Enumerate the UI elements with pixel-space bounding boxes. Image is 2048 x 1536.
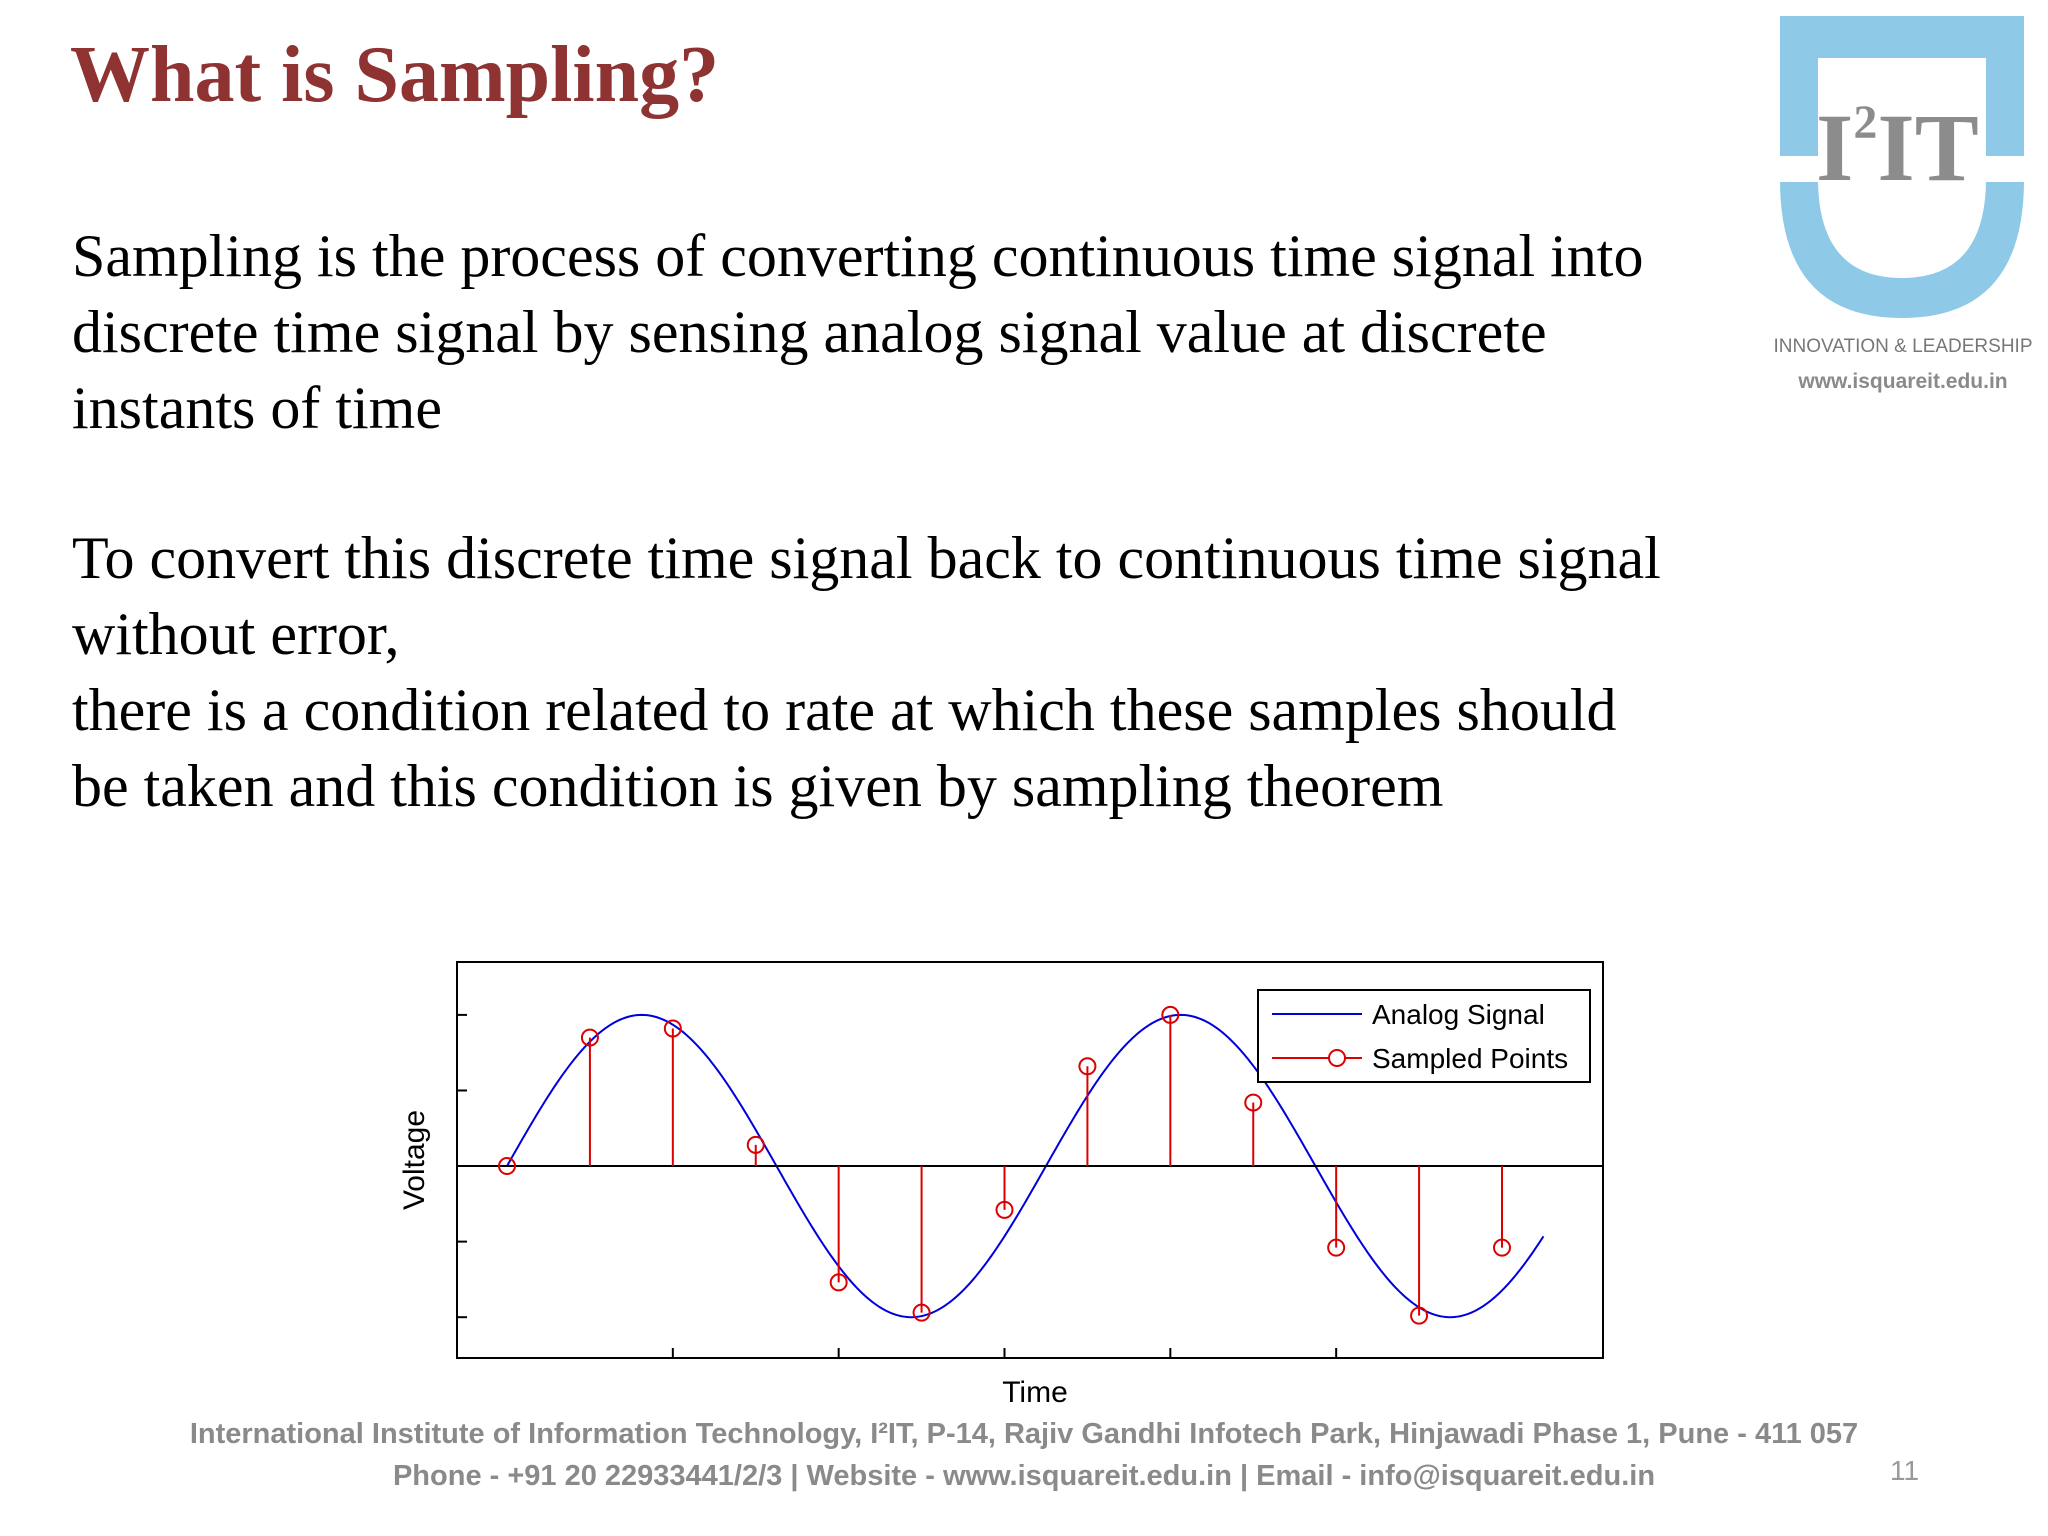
legend-analog-label: Analog Signal: [1372, 999, 1545, 1030]
sampling-chart: Time Voltage Analog Signal Sampled Point…: [398, 961, 1604, 1409]
i2it-logo: I2IT: [1780, 16, 2024, 318]
y-axis-label: Voltage: [398, 1110, 431, 1210]
sample-point: [829, 1273, 848, 1292]
paragraph-line: instants of time: [72, 375, 442, 441]
logo-url: www.isquareit.edu.in: [1798, 370, 2008, 393]
paragraph-line: there is a condition related to rate at …: [72, 677, 1617, 743]
sample-point: [1327, 1238, 1346, 1257]
sample-point: [995, 1200, 1014, 1219]
legend: Analog Signal Sampled Points: [1257, 989, 1591, 1083]
slide-title: What is Sampling?: [70, 31, 720, 119]
logo-letters: I2IT: [1816, 94, 1979, 201]
legend-sampled-marker-icon: [1328, 1049, 1346, 1067]
x-axis-label: Time: [1002, 1376, 1068, 1409]
sample-point: [1078, 1057, 1097, 1076]
page-number: 11: [1890, 1455, 1920, 1486]
legend-box: [1257, 989, 1591, 1083]
legend-sampled-label: Sampled Points: [1372, 1043, 1568, 1074]
paragraph-line: without error,: [72, 601, 400, 667]
paragraph-line: To convert this discrete time signal bac…: [72, 525, 1661, 591]
logo-tagline: INNOVATION & LEADERSHIP: [1773, 336, 2033, 357]
sample-point: [1244, 1093, 1263, 1112]
sample-point: [1493, 1238, 1511, 1257]
footer-address: International Institute of Information T…: [189, 1418, 1859, 1450]
paragraph-line: discrete time signal by sensing analog s…: [72, 299, 1547, 365]
condition-paragraph: To convert this discrete time signal bac…: [72, 520, 1661, 824]
logo-shield-inner: [1818, 58, 1986, 278]
paragraph-line: Sampling is the process of converting co…: [72, 223, 1644, 289]
footer-contact: Phone - +91 20 22933441/2/3 | Website - …: [392, 1460, 1656, 1492]
sample-point: [746, 1135, 765, 1154]
sample-point: [1410, 1306, 1429, 1325]
paragraph-line: be taken and this condition is given by …: [72, 753, 1444, 819]
sample-point: [498, 1157, 516, 1176]
definition-paragraph: Sampling is the process of converting co…: [72, 218, 1643, 446]
sample-point: [663, 1019, 682, 1038]
sample-point: [912, 1303, 931, 1322]
analog-signal-line: [506, 1013, 1545, 1319]
sample-point: [1161, 1005, 1180, 1024]
sample-point: [580, 1028, 599, 1047]
